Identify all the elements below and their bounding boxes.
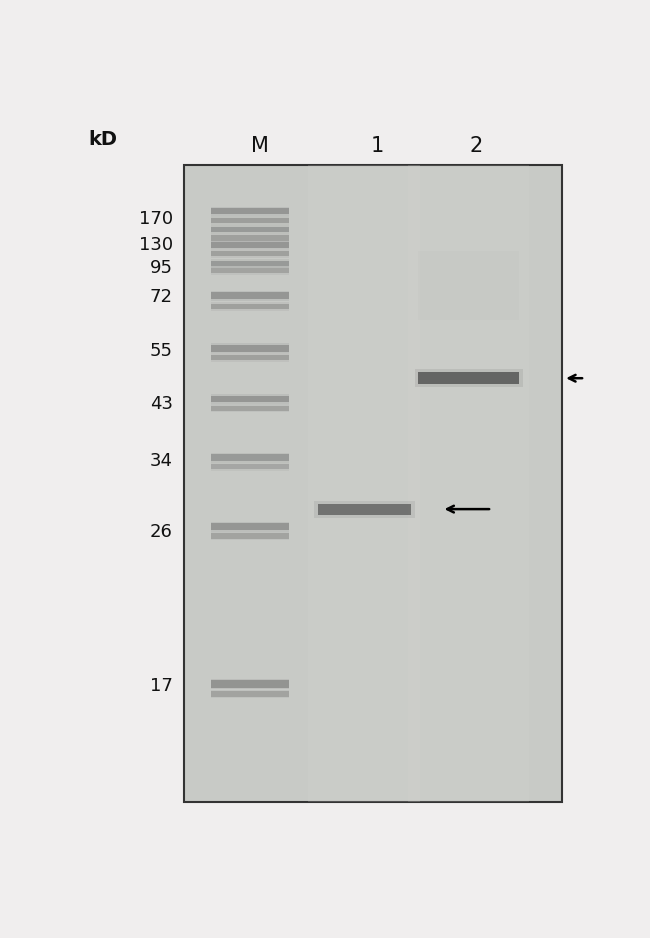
Text: 1: 1 — [370, 136, 384, 156]
Bar — [211, 678, 289, 689]
Bar — [211, 345, 289, 352]
Bar — [211, 267, 289, 273]
Text: 72: 72 — [150, 288, 173, 307]
Bar — [211, 259, 289, 267]
Bar — [211, 396, 289, 402]
Bar — [211, 293, 289, 299]
Bar — [211, 523, 289, 530]
Bar — [211, 343, 289, 354]
Bar — [314, 501, 415, 518]
Text: 55: 55 — [150, 342, 173, 360]
Bar — [211, 208, 289, 214]
Text: M: M — [250, 136, 268, 156]
Bar — [211, 250, 289, 258]
Text: 130: 130 — [138, 236, 173, 254]
Bar — [211, 227, 289, 233]
Bar — [211, 242, 289, 248]
Bar — [211, 689, 289, 698]
Bar — [211, 462, 289, 471]
Text: 34: 34 — [150, 452, 173, 470]
Text: 2: 2 — [470, 136, 483, 156]
Bar — [211, 522, 289, 532]
Text: 17: 17 — [150, 677, 173, 695]
Bar — [408, 165, 529, 802]
Bar — [419, 251, 519, 321]
Bar — [211, 266, 289, 275]
Bar — [211, 235, 289, 241]
Bar — [415, 369, 523, 387]
Bar — [211, 452, 289, 462]
Bar — [211, 532, 289, 540]
Bar — [419, 372, 519, 385]
Bar — [211, 234, 289, 242]
Text: kD: kD — [88, 129, 118, 148]
Text: 170: 170 — [138, 210, 173, 228]
Bar — [211, 206, 289, 216]
Bar — [211, 225, 289, 234]
Bar — [211, 304, 289, 310]
Bar — [211, 454, 289, 461]
Text: 95: 95 — [150, 259, 173, 277]
Bar — [211, 405, 289, 411]
Bar — [211, 355, 289, 360]
Text: 43: 43 — [150, 395, 173, 413]
Bar — [211, 216, 289, 224]
Bar — [211, 404, 289, 413]
Bar — [211, 241, 289, 250]
Bar — [211, 354, 289, 362]
Bar — [211, 291, 289, 301]
Bar — [211, 250, 289, 256]
Bar — [185, 165, 562, 802]
Bar — [211, 218, 289, 223]
Bar — [211, 261, 289, 266]
Bar — [211, 680, 289, 688]
Bar — [318, 504, 411, 515]
Bar — [211, 534, 289, 538]
Bar — [308, 165, 420, 802]
Bar — [211, 302, 289, 310]
Bar — [211, 691, 289, 697]
Bar — [211, 394, 289, 404]
Bar — [211, 464, 289, 469]
Text: 26: 26 — [150, 523, 173, 541]
